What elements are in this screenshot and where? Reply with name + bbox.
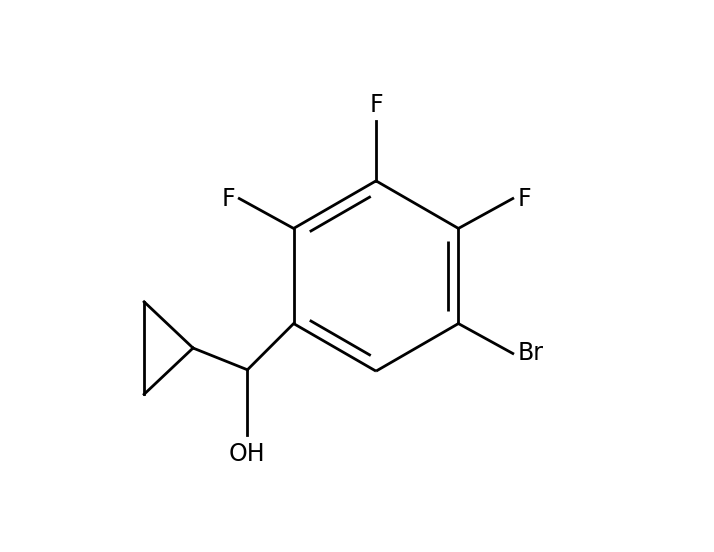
Text: Br: Br — [517, 342, 543, 365]
Text: F: F — [517, 187, 531, 210]
Text: OH: OH — [229, 442, 266, 465]
Text: F: F — [221, 187, 235, 210]
Text: F: F — [369, 93, 383, 116]
